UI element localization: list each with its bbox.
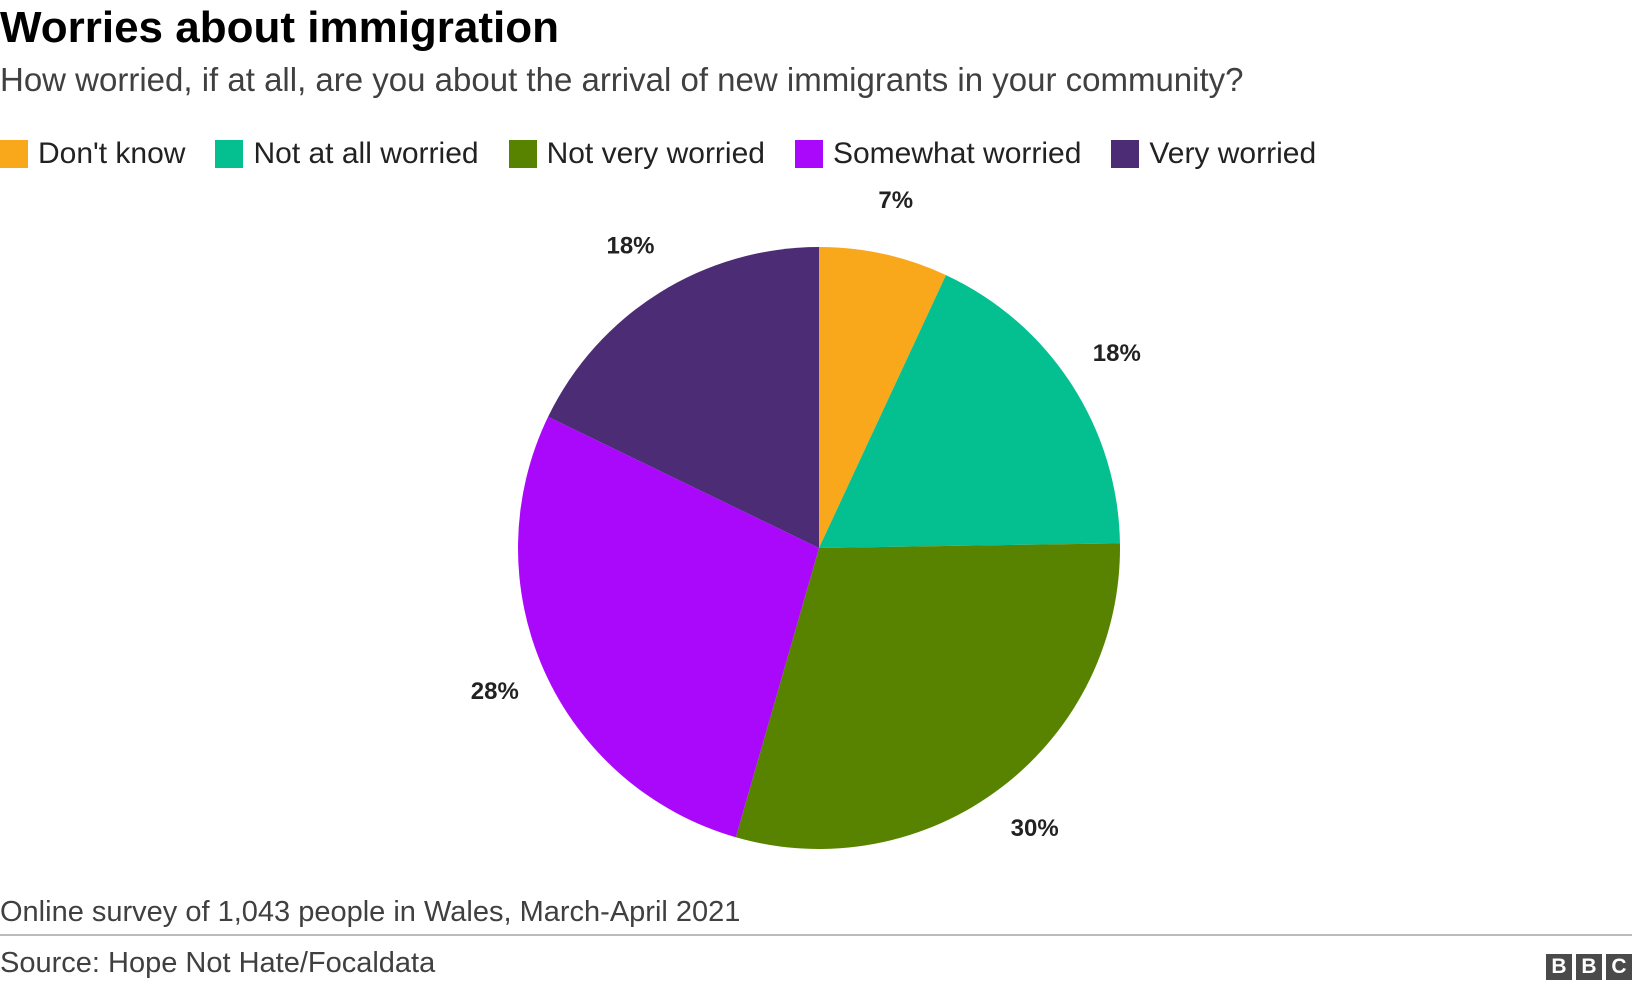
slice-label: 18% <box>606 233 654 260</box>
slice-label: 7% <box>878 190 913 214</box>
chart-title: Worries about immigration <box>0 3 560 52</box>
pie-slice <box>548 246 819 548</box>
legend-swatch <box>215 140 244 168</box>
legend-swatch <box>1111 140 1140 168</box>
legend: Don't know Not at all worried Not very wor… <box>0 134 1346 174</box>
bbc-logo: B B C <box>1546 954 1632 980</box>
chart-subtitle: How worried, if at all, are you about th… <box>0 61 1244 98</box>
legend-label: Somewhat worried <box>832 137 1082 170</box>
legend-item: Very worried <box>1111 136 1316 172</box>
survey-note: Online survey of 1,043 people in Wales, … <box>0 896 741 928</box>
legend-label: Not at all worried <box>253 137 479 170</box>
slice-label: 28% <box>471 678 519 705</box>
legend-item: Not at all worried <box>215 136 479 172</box>
legend-swatch <box>794 140 823 168</box>
pie-slice <box>518 416 819 838</box>
bbc-logo-letter: C <box>1606 954 1632 980</box>
legend-label: Not very worried <box>546 137 765 170</box>
pie-slice <box>819 247 946 548</box>
legend-label: Don't know <box>38 137 186 170</box>
legend-item: Somewhat worried <box>794 136 1082 172</box>
legend-label: Very worried <box>1149 137 1317 170</box>
bbc-logo-letter: B <box>1576 954 1602 980</box>
footer-divider <box>0 934 1632 936</box>
pie-slice <box>819 275 1120 548</box>
source-text: Source: Hope Not Hate/Focaldata <box>0 947 436 979</box>
legend-item: Not very worried <box>508 136 765 172</box>
legend-item: Don't know <box>0 136 185 172</box>
legend-swatch <box>0 140 28 168</box>
bbc-logo-letter: B <box>1546 954 1572 980</box>
pie-chart: 7% 18% 30% 28% 18% <box>471 190 1141 849</box>
slice-label: 18% <box>1093 340 1141 367</box>
slice-label: 30% <box>1011 815 1059 842</box>
pie-slice <box>735 543 1120 849</box>
legend-swatch <box>508 140 537 168</box>
